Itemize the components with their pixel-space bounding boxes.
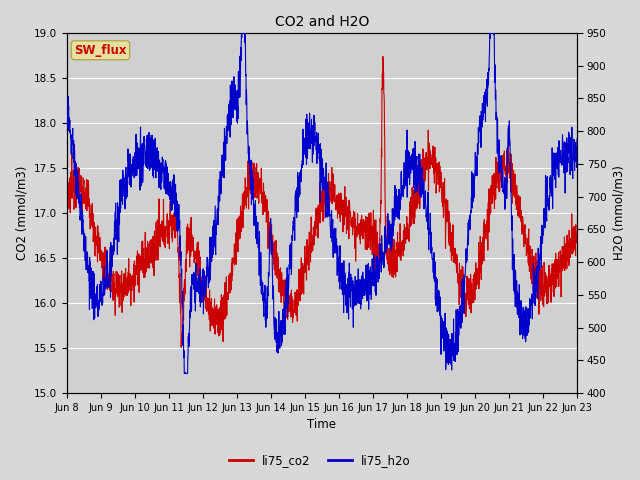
- X-axis label: Time: Time: [307, 419, 336, 432]
- Text: SW_flux: SW_flux: [74, 44, 127, 57]
- Y-axis label: CO2 (mmol/m3): CO2 (mmol/m3): [15, 166, 28, 260]
- Y-axis label: H2O (mmol/m3): H2O (mmol/m3): [612, 166, 625, 261]
- Legend: li75_co2, li75_h2o: li75_co2, li75_h2o: [224, 449, 416, 472]
- Title: CO2 and H2O: CO2 and H2O: [275, 15, 369, 29]
